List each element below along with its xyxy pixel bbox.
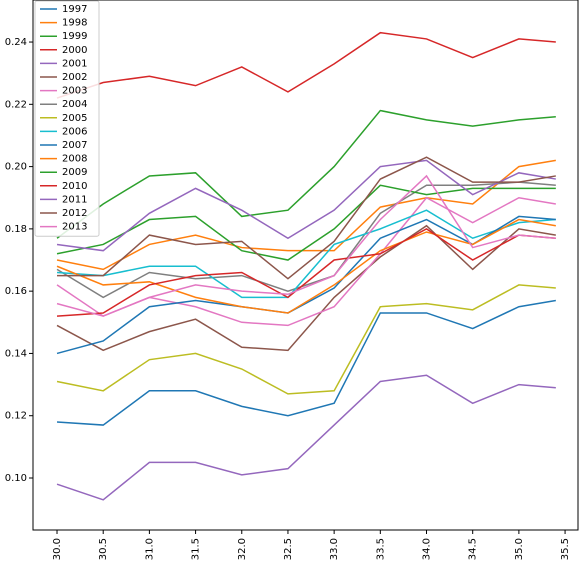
- legend-label: 2013: [62, 222, 87, 233]
- legend-label: 2006: [62, 126, 87, 137]
- x-tick-label: 33.0: [329, 538, 340, 560]
- x-tick-label: 33.5: [375, 538, 386, 560]
- y-tick-label: 0.22: [5, 99, 27, 110]
- series-line: [56, 184, 556, 261]
- series-line: [56, 31, 556, 99]
- x-tick-label: 31.5: [191, 538, 202, 560]
- x-tick-label: 32.0: [237, 538, 248, 560]
- series-line: [56, 224, 556, 352]
- legend-label: 2000: [62, 45, 87, 56]
- legend-label: 2002: [62, 72, 87, 83]
- legend-label: 1999: [62, 31, 87, 42]
- x-tick-label: 30.5: [98, 538, 109, 560]
- legend-label: 1998: [62, 18, 87, 29]
- legend-label: 2007: [62, 140, 87, 151]
- series-line: [56, 109, 556, 239]
- legend-label: 2009: [62, 167, 87, 178]
- y-tick-label: 0.10: [5, 473, 27, 484]
- x-tick-label: 35.0: [514, 538, 525, 560]
- y-tick-label: 0.14: [5, 348, 27, 359]
- series-line: [56, 159, 556, 271]
- x-tick-label: 31.0: [144, 538, 155, 560]
- legend-label: 2004: [62, 99, 87, 110]
- legend-label: 2008: [62, 154, 87, 165]
- series-line: [56, 159, 556, 252]
- x-tick-label: 34.0: [422, 538, 433, 560]
- x-tick-label: 34.5: [468, 538, 479, 560]
- y-tick-label: 0.12: [5, 411, 27, 422]
- y-tick-label: 0.24: [5, 37, 27, 48]
- series-line: [56, 228, 556, 317]
- series-line: [56, 284, 556, 395]
- y-tick-label: 0.18: [5, 224, 27, 235]
- legend-label: 2011: [62, 194, 87, 205]
- series-line: [56, 181, 556, 299]
- series-line: [57, 156, 556, 280]
- x-tick-label: 30.0: [52, 538, 63, 560]
- legend-label: 2003: [62, 86, 87, 97]
- legend: 1997 1998 1999 2000 2001 2002 2003 2004 2005 2006…: [34, 0, 100, 237]
- legend-box: [34, 0, 100, 237]
- x-tick-label: 32.5: [283, 538, 294, 560]
- y-tick-label: 0.20: [5, 162, 27, 173]
- series-line: [56, 299, 556, 426]
- legend-label: 2005: [62, 113, 87, 124]
- series-line: [56, 374, 556, 501]
- legend-label: 2012: [62, 208, 87, 219]
- series-line: [56, 209, 556, 299]
- y-tick-label: 0.16: [5, 286, 27, 297]
- legend-label: 1997: [62, 4, 87, 15]
- series-line: [56, 218, 556, 314]
- series-line: [56, 174, 556, 317]
- x-tick-label: 35.5: [560, 538, 571, 560]
- legend-label: 2010: [62, 181, 87, 192]
- legend-label: 2001: [62, 58, 87, 69]
